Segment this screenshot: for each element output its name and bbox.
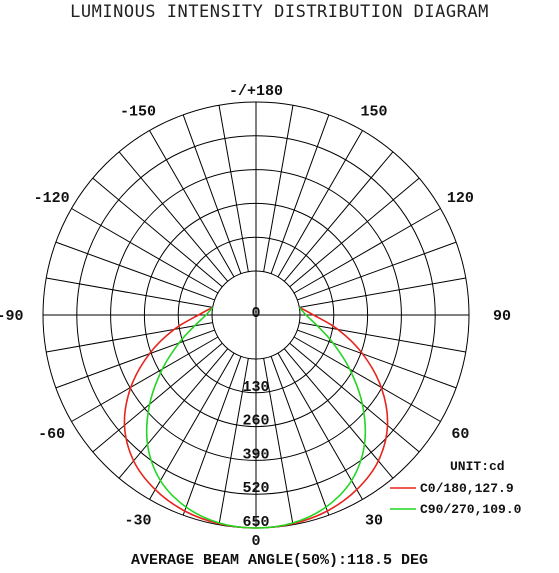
legend-label-1: C90/270,109.0 [420,502,522,517]
radial-label-260: 260 [242,413,269,430]
grid-spoke-40 [283,348,394,479]
grid-spoke-10 [263,358,294,525]
grid-spoke-160 [270,114,330,274]
polar-grid [42,101,470,529]
grid-spoke-220 [118,151,229,282]
grid-spoke-190 [218,105,249,272]
radial-label-650: 650 [242,514,269,531]
angle-label-11: 0 [251,533,260,550]
intensity-curves [123,306,389,529]
grid-spoke-50 [289,342,420,453]
angle-label-10: 30 [365,512,383,529]
grid-spoke-130 [289,177,420,288]
grid-spoke-310 [92,342,223,453]
grid-spoke-70 [297,329,457,389]
grid-spoke-250 [55,241,215,301]
angle-label-3: -120 [34,190,70,207]
beam-angle-footer: AVERAGE BEAM ANGLE(50%):118.5 DEG [130,552,429,569]
radial-label-130: 130 [242,379,269,396]
grid-spoke-300 [71,336,219,422]
radial-label-520: 520 [242,480,269,497]
series-curve-1 [145,306,367,529]
grid-spoke-290 [55,329,215,389]
grid-spoke-120 [293,208,441,294]
grid-spoke-150 [277,130,363,278]
grid-spoke-210 [149,130,235,278]
grid-spoke-140 [283,151,394,282]
grid-spoke-80 [299,322,466,353]
grid-spoke-260 [46,277,213,308]
grid-spoke-170 [263,105,294,272]
grid-spoke-280 [46,322,213,353]
angle-label-6: 90 [493,308,511,325]
grid-spoke-30 [277,352,363,500]
angle-label-5: -90 [0,308,24,325]
angle-label-0: -/+180 [229,83,283,100]
grid-spoke-330 [149,352,235,500]
angle-label-1: -150 [120,104,156,121]
angle-label-4: 120 [447,190,474,207]
grid-spoke-110 [297,241,457,301]
grid-spoke-200 [182,114,242,274]
radial-label-390: 390 [242,446,269,463]
angle-label-7: -60 [38,426,65,443]
angle-label-9: -30 [124,512,151,529]
angle-label-8: 60 [451,426,469,443]
radial-label-0: 0 [251,305,260,322]
legend: UNIT:cd C0/180,127.9 C90/270,109.0 [390,459,522,517]
grid-spoke-350 [218,358,249,525]
grid-spoke-340 [182,356,242,516]
grid-spoke-240 [71,208,219,294]
angle-label-2: 150 [360,104,387,121]
grid-spoke-230 [92,177,223,288]
grid-spoke-320 [118,348,229,479]
grid-spoke-60 [293,336,441,422]
chart-title: LUMINOUS INTENSITY DISTRIBUTION DIAGRAM [70,2,489,22]
grid-spoke-100 [299,277,466,308]
legend-label-0: C0/180,127.9 [420,481,514,496]
grid-spoke-20 [270,356,330,516]
axis-labels: -/+180 -150 150 -120 120 -90 90 -60 60 -30 30 0 0 130… [0,83,511,550]
unit-label: UNIT:cd [450,459,505,474]
